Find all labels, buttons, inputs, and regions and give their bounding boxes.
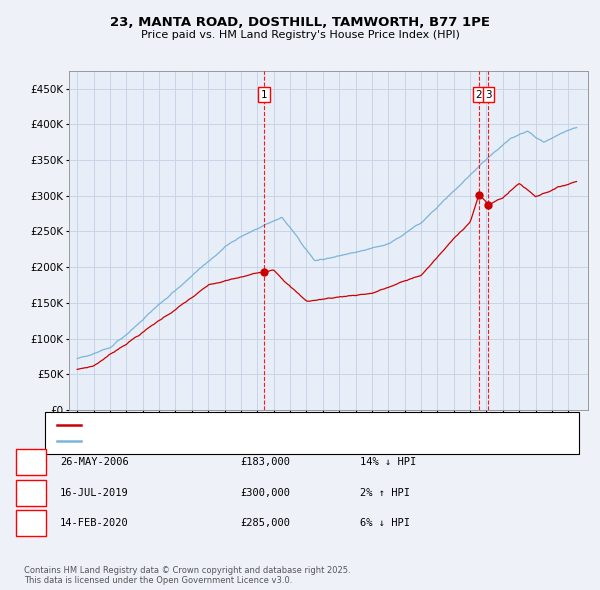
Text: 26-MAY-2006: 26-MAY-2006	[60, 457, 129, 467]
Text: 2% ↑ HPI: 2% ↑ HPI	[360, 488, 410, 497]
Text: 23, MANTA ROAD, DOSTHILL, TAMWORTH, B77 1PE: 23, MANTA ROAD, DOSTHILL, TAMWORTH, B77 …	[110, 16, 490, 29]
Text: 3: 3	[485, 90, 492, 100]
Text: Price paid vs. HM Land Registry's House Price Index (HPI): Price paid vs. HM Land Registry's House …	[140, 30, 460, 40]
Text: 14% ↓ HPI: 14% ↓ HPI	[360, 457, 416, 467]
Text: 1: 1	[260, 90, 267, 100]
Text: £285,000: £285,000	[240, 519, 290, 528]
Text: 23, MANTA ROAD, DOSTHILL, TAMWORTH, B77 1PE (detached house): 23, MANTA ROAD, DOSTHILL, TAMWORTH, B77 …	[87, 420, 425, 430]
Text: 6% ↓ HPI: 6% ↓ HPI	[360, 519, 410, 528]
Text: 14-FEB-2020: 14-FEB-2020	[60, 519, 129, 528]
Text: £300,000: £300,000	[240, 488, 290, 497]
Text: 16-JUL-2019: 16-JUL-2019	[60, 488, 129, 497]
Text: HPI: Average price, detached house, Tamworth: HPI: Average price, detached house, Tamw…	[87, 436, 316, 446]
Text: £183,000: £183,000	[240, 457, 290, 467]
Text: 1: 1	[28, 457, 35, 467]
Text: 3: 3	[28, 519, 35, 528]
Text: Contains HM Land Registry data © Crown copyright and database right 2025.
This d: Contains HM Land Registry data © Crown c…	[24, 566, 350, 585]
Text: 2: 2	[476, 90, 482, 100]
Text: 2: 2	[28, 488, 35, 497]
